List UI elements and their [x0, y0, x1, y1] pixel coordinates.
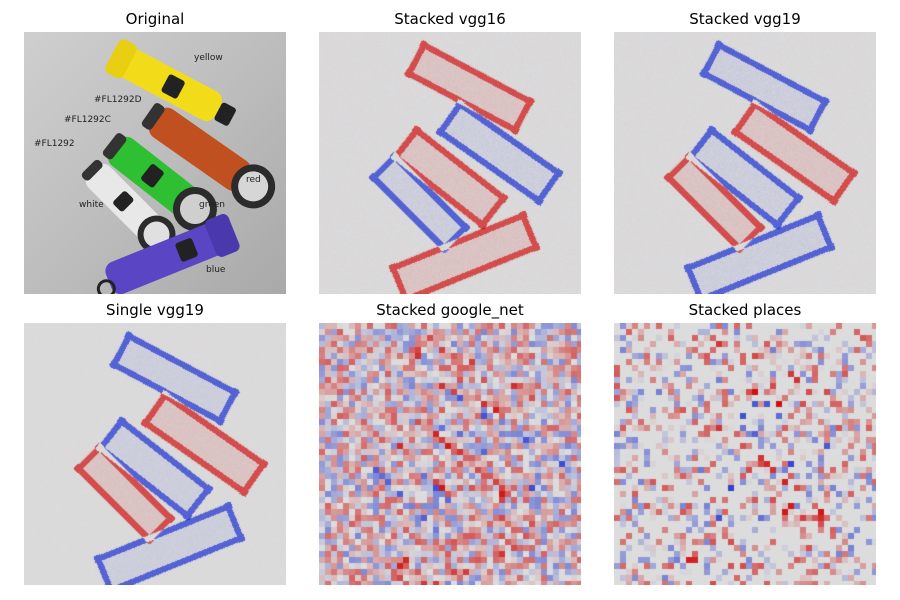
panel-stacked-vgg16 [319, 32, 581, 294]
yellow-flashlight [105, 39, 236, 126]
heatmap-stacked-places [614, 323, 876, 585]
heatmap-stacked-vgg16 [319, 32, 581, 294]
label-code-plain: #FL1292 [34, 139, 75, 149]
heatmap-stacked-vgg19 [614, 32, 876, 294]
panel-title-stacked-vgg19: Stacked vgg19 [689, 10, 801, 28]
panel-stacked-places [614, 323, 876, 585]
blue-flashlight [96, 214, 240, 294]
label-blue: blue [206, 265, 226, 275]
original-photo: yellow #FL1292D #FL1292C #FL1292 red whi… [24, 32, 286, 294]
panel-single-vgg19 [24, 323, 286, 585]
label-red: red [246, 175, 261, 185]
panel-title-stacked-places: Stacked places [688, 301, 802, 319]
label-code-c: #FL1292C [64, 115, 111, 125]
label-white: white [79, 200, 104, 210]
panel-original: yellow #FL1292D #FL1292C #FL1292 red whi… [24, 32, 286, 294]
heatmap-stacked-google-net [319, 323, 581, 585]
panel-title-stacked-google-net: Stacked google_net [376, 301, 524, 319]
panel-stacked-vgg19 [614, 32, 876, 294]
panel-title-stacked-vgg16: Stacked vgg16 [394, 10, 506, 28]
red-flashlight [141, 103, 276, 209]
heatmap-single-vgg19 [24, 323, 286, 585]
label-code-d: #FL1292D [94, 95, 142, 105]
panel-title-original: Original [125, 10, 185, 28]
white-flashlight [81, 159, 176, 254]
green-flashlight [102, 133, 217, 232]
panel-stacked-google-net [319, 323, 581, 585]
label-yellow: yellow [194, 53, 223, 63]
label-green: green [199, 200, 225, 210]
panel-title-single-vgg19: Single vgg19 [106, 301, 204, 319]
